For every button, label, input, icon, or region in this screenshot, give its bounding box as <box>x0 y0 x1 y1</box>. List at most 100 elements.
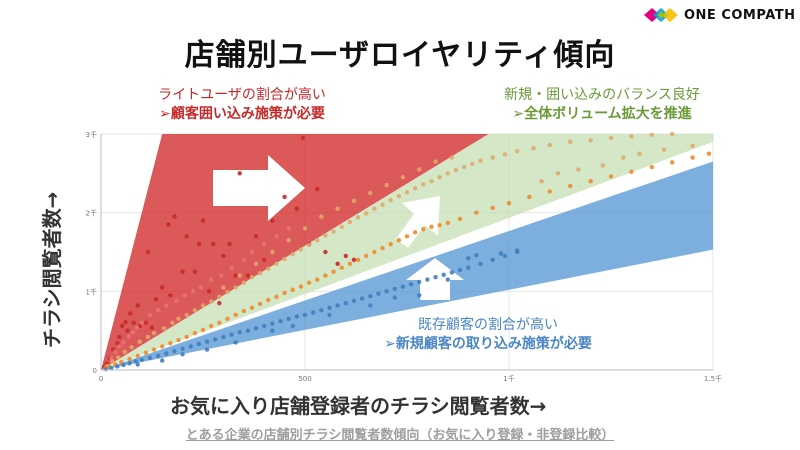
data-point-2-22 <box>274 261 279 266</box>
data-point-4-38 <box>400 284 406 289</box>
data-point-3-41 <box>429 224 434 230</box>
data-point-3-54 <box>649 164 654 170</box>
y-tick-label-1: 1千 <box>86 287 97 296</box>
page-title: 店舗別ユーザロイヤリティ傾向 <box>184 38 616 73</box>
data-point-2-20 <box>257 271 263 276</box>
data-point-0-44 <box>343 253 348 259</box>
data-point-4-20 <box>253 326 259 331</box>
data-point-2-25 <box>298 247 304 252</box>
data-point-0-10 <box>131 320 136 325</box>
data-point-4-44 <box>449 270 455 275</box>
data-point-0-19 <box>168 293 173 298</box>
data-point-1-12 <box>182 293 187 298</box>
data-point-2-79 <box>539 179 544 184</box>
data-point-2-23 <box>282 256 287 262</box>
data-point-4-29 <box>327 305 332 311</box>
y-tick-label-0: 0 <box>93 367 97 375</box>
data-point-3-18 <box>241 308 246 314</box>
data-point-3-22 <box>274 294 279 300</box>
data-point-4-58 <box>392 295 397 300</box>
data-point-2-74 <box>600 163 606 168</box>
data-point-0-5 <box>117 334 122 340</box>
data-point-2-78 <box>690 143 695 148</box>
data-point-4-64 <box>514 248 520 253</box>
data-point-4-14 <box>204 339 210 344</box>
data-point-4-53 <box>233 340 238 345</box>
data-point-3-19 <box>249 305 255 311</box>
data-point-3-50 <box>568 183 573 189</box>
data-point-3-36 <box>388 241 393 247</box>
data-point-4-2 <box>115 364 120 369</box>
data-point-0-14 <box>145 249 151 255</box>
data-point-2-65 <box>319 214 324 219</box>
data-point-2-41 <box>429 179 434 184</box>
data-point-0-30 <box>227 241 232 247</box>
data-point-1-21 <box>274 234 279 239</box>
x-tick-label-0: 0 <box>99 375 103 383</box>
data-point-3-43 <box>445 220 450 226</box>
data-point-2-27 <box>315 238 320 243</box>
data-point-2-58 <box>670 131 675 137</box>
data-point-2-5 <box>137 339 142 344</box>
data-point-4-10 <box>172 348 177 354</box>
data-point-4-55 <box>290 323 295 329</box>
data-point-4-51 <box>180 352 185 357</box>
data-point-0-42 <box>323 249 328 255</box>
data-point-4-31 <box>343 300 348 306</box>
data-point-4-45 <box>457 267 463 273</box>
data-point-2-34 <box>372 206 377 211</box>
data-point-3-37 <box>396 238 402 243</box>
data-point-3-15 <box>217 320 222 325</box>
data-point-3-5 <box>135 353 140 359</box>
data-point-0-27 <box>211 241 216 247</box>
data-point-0-16 <box>153 297 159 302</box>
data-point-1-13 <box>190 289 195 294</box>
data-point-4-30 <box>335 303 340 308</box>
brand-name: ONE COMPATH <box>684 7 796 23</box>
data-point-0-20 <box>172 214 177 219</box>
data-point-1-5 <box>130 330 136 335</box>
data-point-3-44 <box>457 216 463 222</box>
annotation-blue-line1: 既存顧客の割合が高い <box>418 317 558 333</box>
data-point-2-76 <box>637 151 642 156</box>
data-point-3-7 <box>151 347 157 352</box>
data-point-3-52 <box>608 174 614 179</box>
data-point-3-46 <box>490 205 495 211</box>
data-point-2-47 <box>478 158 483 163</box>
data-point-4-12 <box>188 344 193 349</box>
data-point-3-6 <box>143 350 149 355</box>
data-point-0-39 <box>300 135 306 141</box>
data-point-3-39 <box>412 230 418 235</box>
data-point-4-36 <box>384 289 389 294</box>
data-point-0-34 <box>253 234 259 239</box>
data-point-1-9 <box>155 308 161 313</box>
data-point-0-22 <box>184 234 189 239</box>
annotation-existing-customers: 既存顧客の割合が高い ➢新規顧客の取り込み施策が必要 <box>338 316 638 354</box>
data-point-1-10 <box>164 303 169 308</box>
data-point-2-18 <box>241 280 246 285</box>
data-point-1-2 <box>117 344 122 349</box>
data-point-2-12 <box>192 308 198 313</box>
data-point-3-21 <box>266 297 271 303</box>
data-point-0-11 <box>135 303 140 308</box>
data-point-2-28 <box>323 233 328 238</box>
data-point-2-75 <box>621 155 626 160</box>
annotation-green-line2: ➢全体ボリューム拡大を推進 <box>512 106 692 122</box>
data-point-3-17 <box>233 312 238 318</box>
data-point-3-13 <box>200 327 206 333</box>
data-point-3-33 <box>364 253 369 259</box>
data-point-3-45 <box>474 210 479 215</box>
data-point-4-65 <box>160 358 165 363</box>
data-point-4-32 <box>351 298 357 303</box>
data-point-4-46 <box>466 265 471 270</box>
data-point-1-17 <box>229 265 234 270</box>
band-blue <box>101 161 713 370</box>
data-point-0-37 <box>282 194 287 200</box>
band-red <box>101 134 489 370</box>
data-point-4-33 <box>359 296 365 301</box>
data-point-2-70 <box>400 175 406 180</box>
data-point-4-28 <box>319 308 324 313</box>
data-point-2-42 <box>437 175 442 180</box>
brand-mark-icon <box>644 8 678 22</box>
data-point-3-8 <box>160 344 165 349</box>
